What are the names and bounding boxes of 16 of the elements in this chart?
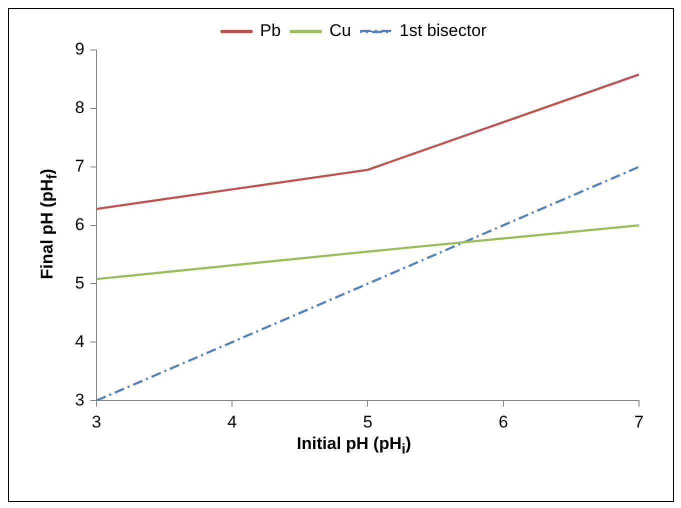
y-tick-label: 5 — [74, 273, 84, 292]
x-tick-label: 3 — [92, 412, 102, 432]
legend-label: Cu — [329, 21, 352, 40]
y-tick-label: 6 — [74, 214, 84, 234]
x-tick-label: 5 — [362, 412, 372, 432]
y-tick-label: 8 — [74, 98, 84, 118]
x-tick-label: 4 — [227, 412, 237, 432]
x-axis-title: Initial pH (pH$_{i}$) — [296, 434, 412, 458]
y-tick-label: 9 — [74, 40, 84, 59]
y-tick-label: 7 — [74, 156, 84, 176]
y-tick-label: 3 — [74, 390, 84, 410]
y-tick-label: 4 — [74, 332, 84, 351]
legend-label: 1st bisector — [400, 21, 487, 40]
x-tick-label: 7 — [634, 412, 644, 432]
legend-label: Pb — [260, 21, 281, 40]
x-tick-label: 6 — [498, 412, 508, 432]
